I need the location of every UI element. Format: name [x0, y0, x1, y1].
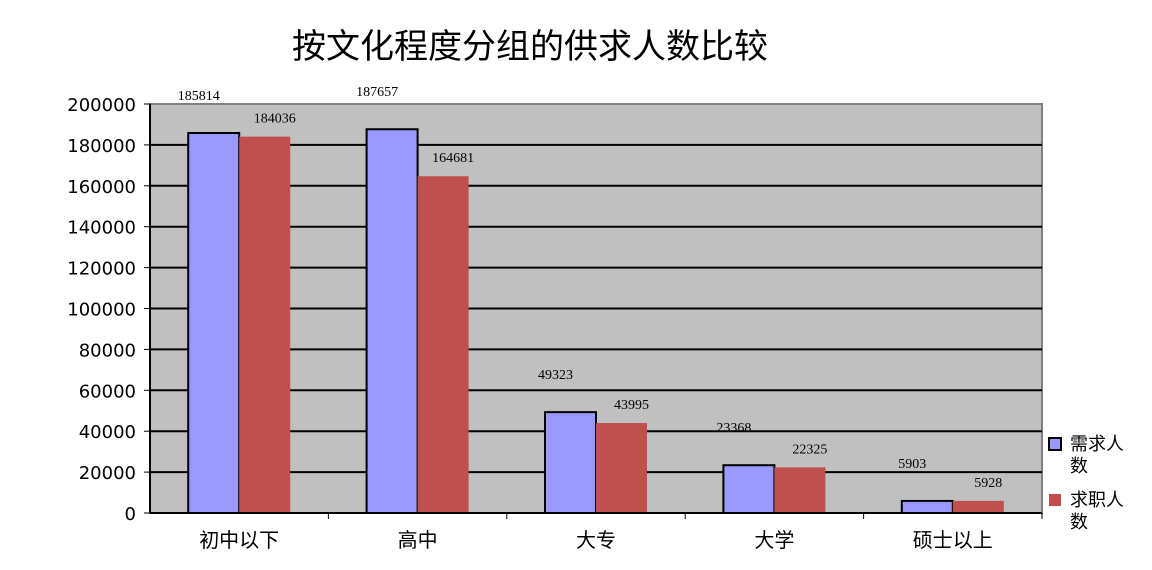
bar-applicants: [596, 423, 647, 513]
bar-applicants: [239, 136, 291, 514]
bar-demand: [722, 464, 776, 514]
bar-demand: [187, 132, 241, 514]
legend-swatch: [1049, 494, 1061, 506]
chart-title: 按文化程度分组的供求人数比较: [292, 27, 768, 67]
data-label: 49323: [538, 368, 573, 383]
y-tick-label: 200000: [67, 95, 136, 116]
y-tick-label: 140000: [67, 218, 136, 239]
data-label: 5903: [898, 457, 926, 472]
data-label: 5928: [974, 476, 1002, 491]
x-tick-label: 硕士以上: [913, 528, 993, 552]
bar-applicants: [952, 500, 1004, 513]
data-label: 164681: [432, 151, 474, 166]
bar-demand: [544, 411, 597, 514]
x-tick-label: 大专: [576, 528, 616, 552]
data-label: 43995: [614, 398, 649, 413]
y-tick-label: 40000: [79, 422, 136, 443]
x-tick-label: 高中: [398, 528, 438, 552]
data-label: 187657: [356, 85, 398, 100]
data-label: 185814: [178, 89, 220, 104]
legend-label: 需求人数: [1070, 434, 1124, 477]
bar-demand: [365, 128, 419, 515]
y-tick-label: 80000: [79, 340, 136, 361]
x-tick-label: 大学: [754, 528, 794, 552]
y-tick-label: 100000: [67, 300, 136, 321]
y-tick-label: 20000: [79, 463, 136, 484]
x-tick-label: 初中以下: [199, 528, 279, 552]
legend-swatch: [1048, 437, 1062, 451]
bar-applicants: [774, 467, 826, 513]
bar-applicants: [417, 176, 469, 513]
data-label: 22325: [792, 442, 827, 457]
legend-label: 求职人数: [1070, 490, 1124, 533]
bar-demand: [900, 499, 954, 515]
y-tick-label: 180000: [67, 136, 136, 157]
y-tick-label: 0: [125, 504, 136, 525]
y-tick-label: 160000: [67, 177, 136, 198]
y-tick-label: 60000: [79, 381, 136, 402]
data-label: 23368: [716, 421, 751, 436]
data-label: 184036: [254, 112, 296, 127]
y-tick-label: 120000: [67, 259, 136, 280]
